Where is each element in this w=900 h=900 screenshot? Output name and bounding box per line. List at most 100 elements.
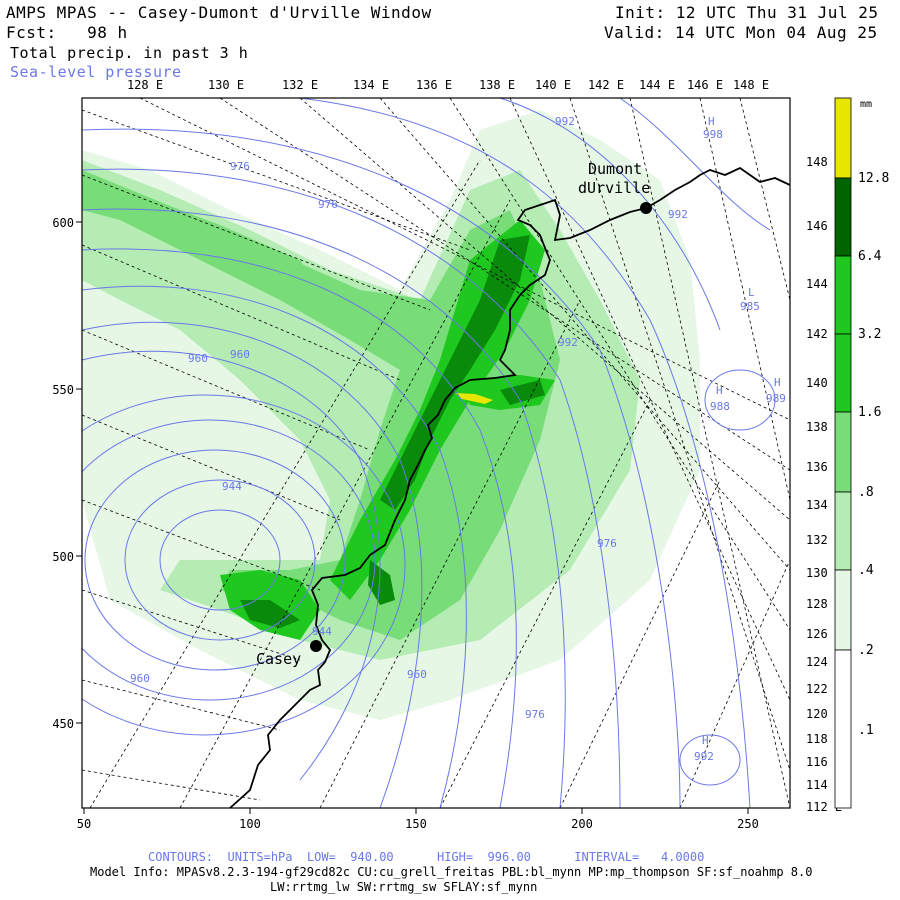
contour-label-5: 944 — [222, 480, 242, 493]
lon-right-label-17: 116 E — [806, 755, 842, 769]
contour-label-4: 960 — [230, 348, 250, 361]
lon-right-label-14: 122 E — [806, 682, 842, 696]
lon-top-label-10: 146 E — [687, 78, 723, 92]
contour-label-2: 976 — [318, 198, 338, 211]
valid-time: Valid: 14 UTC Mon 04 Aug 25 — [604, 23, 878, 42]
plot-frame — [81, 97, 791, 809]
meridian-line-4 — [82, 329, 371, 451]
colorbar-swatch-1 — [834, 97, 852, 179]
contour-label-3: 960 — [188, 352, 208, 365]
x-axis: 50 100 150 200 250 — [77, 817, 759, 831]
contour-label-9: 976 — [525, 708, 545, 721]
meridian-line-1 — [82, 109, 471, 251]
contour-label-1: 976 — [230, 160, 250, 173]
lon-right-label-7: 136 E — [806, 460, 842, 474]
lon-right-label-10: 130 E — [806, 566, 842, 580]
lon-right-label-13: 124 E — [806, 655, 842, 669]
slp-contour-4 — [82, 419, 376, 701]
parallel-line-8 — [629, 98, 790, 808]
init-time: Init: 12 UTC Thu 31 Jul 25 — [615, 3, 879, 22]
colorbar-swatch-5 — [834, 411, 852, 493]
contour-info: CONTOURS: UNITS=hPa LOW= 940.00 HIGH= 99… — [148, 850, 705, 864]
contour-label-14: 985 — [740, 300, 760, 313]
lon-right-label-15: 120 E — [806, 707, 842, 721]
contour-label-7: 960 — [130, 672, 150, 685]
x-tick-label-1: 50 — [77, 817, 91, 831]
forecast-hour: Fcst: 98 h — [6, 24, 128, 42]
contour-label-8: 960 — [407, 668, 427, 681]
parallel-line-9 — [699, 98, 790, 501]
field-name: Total precip. in past 3 h — [10, 44, 249, 62]
slp-contours — [82, 98, 776, 808]
lon-right-label-16: 118 E — [806, 732, 842, 746]
precip-field — [82, 98, 790, 808]
precip-band-03 — [82, 170, 560, 640]
radial-line-4 — [439, 399, 651, 808]
slp-contour-8 — [82, 285, 467, 808]
colorbar-swatch-6 — [834, 491, 852, 571]
contour-label-10: 976 — [597, 537, 617, 550]
lon-right-label-9: 132 E — [806, 533, 842, 547]
colorbar: mm 12.8 6.4 3.2 1.6 .8 .4 .2 .1 — [834, 97, 889, 809]
pressure-center-4: H — [774, 376, 781, 389]
contour-label-12: 992 — [668, 208, 688, 221]
lon-right-label-18: 114 E — [806, 778, 842, 792]
parallel-line-7 — [569, 98, 790, 771]
lon-top-label-1: 128 E — [127, 78, 163, 92]
meridian-line-9 — [82, 769, 261, 801]
station-dumont-marker — [640, 202, 652, 214]
colorbar-label-1: 12.8 — [858, 171, 889, 186]
colorbar-label-2: 6.4 — [858, 249, 882, 264]
slp-contour-7 — [82, 321, 423, 808]
slp-contour-2 — [124, 479, 316, 641]
lon-right-label-8: 134 E — [806, 498, 842, 512]
forecast-value: 98 h — [87, 23, 128, 42]
lon-top-labels: 128 E 130 E 132 E 134 E 136 E 138 E 140 … — [127, 78, 769, 92]
y-axis: 600 550 500 450 — [52, 216, 74, 731]
lon-right-label-5: 140 E — [806, 376, 842, 390]
radial-line-1 — [89, 159, 481, 808]
parallel-line-10 — [739, 98, 790, 301]
lon-right-label-1: 148 E — [806, 155, 842, 169]
pressure-center-5: H — [702, 734, 709, 747]
lon-top-label-11: 148 E — [733, 78, 769, 92]
slp-contour-10 — [82, 208, 566, 808]
lon-top-label-2: 130 E — [208, 78, 244, 92]
colorbar-label-6: .4 — [858, 563, 874, 578]
slp-contour-5 — [82, 394, 406, 736]
slp-contour-6 — [82, 350, 381, 781]
slp-contour-16 — [704, 369, 776, 431]
station-dumont-label-2: dUrville — [578, 179, 650, 197]
colorbar-unit: mm — [860, 99, 872, 110]
contour-label-17: 992 — [694, 750, 714, 763]
meridian-line-2 — [82, 174, 431, 311]
lon-top-label-6: 138 E — [479, 78, 515, 92]
precip-band-04 — [82, 178, 310, 275]
precip-band-12 — [455, 393, 493, 404]
pressure-center-3: H — [716, 384, 723, 397]
parallel-line-1 — [139, 98, 790, 421]
station-dumont-label-1: Dumont — [588, 160, 642, 178]
pressure-centers: H L H H H — [702, 115, 781, 747]
contour-labels: 976 976 960 960 944 944 960 960 976 976 … — [130, 115, 786, 763]
colorbar-label-4: 1.6 — [858, 405, 881, 420]
precip-band-08 — [380, 235, 530, 510]
colorbar-swatch-7 — [834, 569, 852, 651]
slp-contour-13 — [299, 98, 751, 808]
lon-top-label-5: 136 E — [416, 78, 452, 92]
slp-contour-15 — [619, 98, 771, 231]
radial-line-5 — [559, 479, 721, 808]
slp-contour-12 — [82, 128, 681, 808]
parallel-line-4 — [379, 98, 790, 571]
contour-label-13: 992 — [558, 336, 578, 349]
slp-contour-1 — [159, 509, 281, 611]
lon-right-label-4: 142 E — [806, 327, 842, 341]
radial-line-2 — [179, 199, 511, 808]
graticule — [82, 98, 790, 808]
slp-contour-17 — [679, 734, 741, 786]
model-info: Model Info: MPASv8.2.3-194-gf29cd82c CU:… — [90, 865, 813, 879]
x-tick-label-4: 200 — [571, 817, 593, 831]
precip-shading — [82, 110, 700, 720]
meridian-line-7 — [82, 589, 301, 661]
